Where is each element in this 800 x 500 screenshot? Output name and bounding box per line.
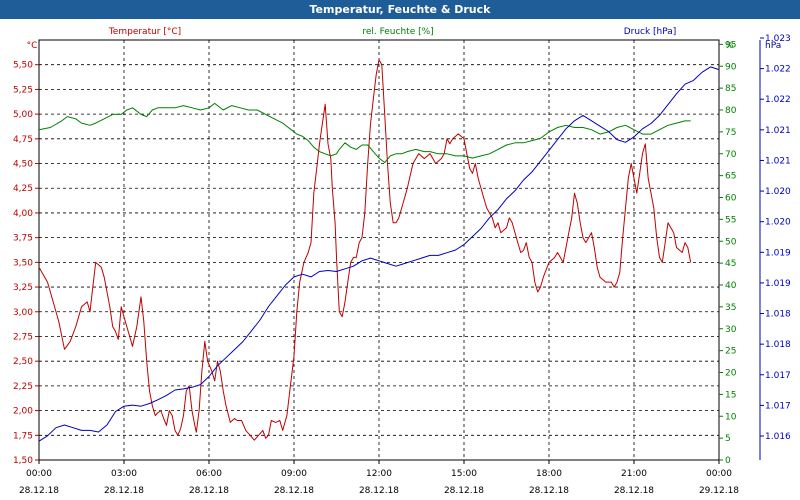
time-tick-label: 09:00 (281, 469, 307, 479)
pressure-tick-label: 1.022 (765, 95, 791, 105)
temperature-tick-label: 4,50 (13, 160, 33, 170)
date-tick-label: 28.12.18 (274, 486, 314, 496)
date-tick-label: 28.12.18 (359, 486, 399, 496)
temperature-axis-title: Temperatur [°C] (108, 27, 181, 37)
humidity-tick-label: 25 (725, 347, 736, 357)
humidity-tick-label: 95 (725, 40, 736, 50)
series-line-temperature (38, 59, 692, 441)
date-tick-label: 28.12.18 (189, 486, 229, 496)
date-tick-label: 28.12.18 (614, 486, 654, 496)
pressure-tick-label: 1.018 (765, 310, 791, 320)
humidity-axis-title: rel. Feuchte [%] (362, 27, 433, 37)
humidity-tick-label: 35 (725, 303, 736, 313)
temperature-tick-label: 2,25 (13, 382, 33, 392)
humidity-tick-label: 5 (725, 434, 731, 444)
pressure-axis: 1.016 1.017 1.017 1.018 1.018 1.019 1.019 1.020… (759, 34, 791, 460)
chart-title: Temperatur, Feuchte & Druck (0, 0, 800, 19)
pressure-tick-label: 1.019 (765, 279, 791, 289)
time-tick-label: 06:00 (196, 469, 222, 479)
temperature-tick-label: 2,50 (13, 357, 33, 367)
temperature-tick-label: 4,75 (13, 135, 33, 145)
pressure-tick-label: 1.016 (765, 432, 791, 442)
time-tick-label: 00:00 (26, 469, 52, 479)
grid (39, 40, 719, 461)
time-tick-label: 12:00 (366, 469, 392, 479)
temperature-tick-label: 2,00 (13, 407, 33, 417)
humidity-tick-label: 65 (725, 172, 736, 182)
humidity-axis: 0 5 10 15 20 25 30 35 40 45 50 55 60 65 70 75 80 85 90 95% (719, 40, 737, 466)
pressure-tick-label: 1.020 (765, 218, 791, 228)
date-tick-label: 29.12.18 (699, 486, 739, 496)
date-tick-label: 28.12.18 (19, 486, 59, 496)
temperature-tick-label: 1,75 (13, 431, 33, 441)
humidity-tick-label: 75 (725, 128, 736, 138)
temperature-tick-label: 3,25 (13, 283, 33, 293)
pressure-unit: hPa (765, 41, 781, 51)
pressure-tick-label: 1.017 (765, 401, 791, 411)
pressure-tick-label: 1.021 (765, 126, 791, 136)
humidity-tick-label: 85 (725, 84, 736, 94)
humidity-tick-label: 40 (725, 281, 737, 291)
pressure-tick-label: 1.023 (765, 34, 791, 44)
temperature-tick-label: 2,75 (13, 332, 33, 342)
humidity-tick-label: 60 (725, 194, 737, 204)
temperature-axis: 1,50 1,75 2,00 2,25 2,50 2,75 3,00 3,25 3,50 3,75… (13, 41, 39, 466)
humidity-tick-label: 50 (725, 237, 737, 247)
humidity-tick-label: 10 (725, 412, 737, 422)
temperature-tick-label: 5,25 (13, 85, 33, 95)
humidity-tick-label: 70 (725, 150, 737, 160)
axis-titles: Temperatur [°C] rel. Feuchte [%] Druck [hP… (108, 27, 676, 37)
time-axis: 00:00 28.12.18 03:00 28.12.18 06:00 28.12.18 0… (19, 460, 739, 496)
date-tick-label: 28.12.18 (444, 486, 484, 496)
humidity-tick-label: 80 (725, 106, 737, 116)
temperature-tick-label: 5,50 (13, 61, 33, 71)
time-tick-label: 00:00 (706, 469, 732, 479)
temperature-tick-label: 4,00 (13, 209, 33, 219)
humidity-tick-label: 30 (725, 325, 737, 335)
time-tick-label: 18:00 (536, 469, 562, 479)
temperature-tick-label: 3,50 (13, 258, 33, 268)
pressure-tick-label: 1.019 (765, 248, 791, 258)
time-tick-label: 15:00 (451, 469, 477, 479)
temperature-unit: °C (27, 41, 38, 51)
pressure-tick-label: 1.020 (765, 187, 791, 197)
humidity-tick-label: 0 (725, 456, 731, 466)
humidity-tick-label: 55 (725, 215, 736, 225)
time-tick-label: 03:00 (111, 469, 137, 479)
date-tick-label: 28.12.18 (104, 486, 144, 496)
series-line-humidity (38, 102, 691, 163)
time-tick-label: 21:00 (621, 469, 647, 479)
temperature-tick-label: 3,00 (13, 308, 33, 318)
temperature-tick-label: 4,25 (13, 184, 33, 194)
pressure-tick-label: 1.021 (765, 156, 791, 166)
pressure-tick-label: 1.017 (765, 371, 791, 381)
humidity-tick-label: 15 (725, 390, 736, 400)
series-line-pressure (38, 66, 720, 442)
temperature-tick-label: 5,00 (13, 110, 33, 120)
series-layer (38, 59, 720, 442)
humidity-tick-label: 20 (725, 369, 737, 379)
humidity-unit: % (725, 41, 734, 51)
temperature-tick-label: 1,50 (13, 456, 33, 466)
pressure-axis-title: Druck [hPa] (624, 27, 677, 37)
humidity-tick-label: 45 (725, 259, 736, 269)
humidity-tick-label: 90 (725, 62, 737, 72)
date-tick-label: 28.12.18 (529, 486, 569, 496)
pressure-tick-label: 1.022 (765, 65, 791, 75)
pressure-tick-label: 1.018 (765, 340, 791, 350)
temperature-tick-label: 3,75 (13, 234, 33, 244)
